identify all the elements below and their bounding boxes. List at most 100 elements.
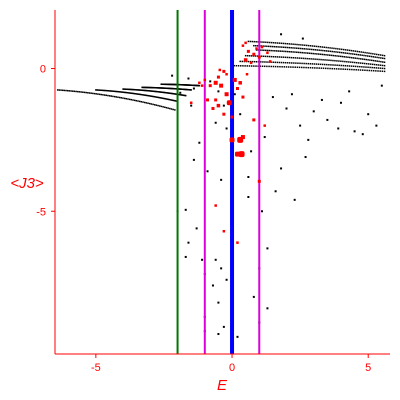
black-point <box>346 49 349 51</box>
black-point <box>105 94 107 97</box>
black-point <box>255 49 258 51</box>
black-point <box>338 68 340 70</box>
black-point <box>158 96 160 99</box>
black-point <box>264 61 266 63</box>
black-point <box>317 53 320 55</box>
black-point <box>127 92 130 94</box>
black-point <box>366 52 368 54</box>
black-point <box>122 88 124 90</box>
black-point <box>267 41 269 44</box>
black-point <box>283 50 285 53</box>
black-point <box>201 258 204 261</box>
red-point <box>243 58 248 62</box>
black-point <box>145 102 148 104</box>
black-point <box>328 64 330 66</box>
black-point <box>252 295 255 298</box>
black-point <box>268 49 271 52</box>
black-point <box>72 90 74 92</box>
black-point <box>348 65 351 67</box>
black-point <box>300 44 302 46</box>
black-point <box>305 62 307 65</box>
red-point <box>244 41 247 45</box>
black-point <box>344 49 347 51</box>
black-point <box>344 64 347 67</box>
black-point <box>169 107 171 110</box>
black-point <box>259 65 262 67</box>
black-point <box>270 55 273 58</box>
black-point <box>142 89 145 92</box>
black-point <box>133 88 136 91</box>
black-point <box>357 53 360 56</box>
black-point <box>354 57 357 59</box>
black-point <box>124 88 126 90</box>
black-point <box>364 69 366 72</box>
red-point <box>213 80 218 85</box>
black-point <box>247 60 250 63</box>
black-point <box>335 51 337 53</box>
black-point <box>307 48 309 50</box>
black-point <box>251 40 254 43</box>
red-point <box>238 81 242 85</box>
black-point <box>277 50 280 52</box>
black-point <box>363 58 366 61</box>
black-point <box>354 50 357 52</box>
red-point <box>208 84 212 88</box>
black-point <box>381 70 384 72</box>
black-point <box>372 53 374 55</box>
black-point <box>250 55 253 57</box>
black-point <box>361 66 363 68</box>
black-point <box>372 56 375 58</box>
black-point <box>330 54 333 57</box>
red-point <box>241 95 245 99</box>
black-point <box>112 90 115 92</box>
black-point <box>307 52 309 54</box>
black-point <box>143 101 146 104</box>
black-point <box>255 65 257 67</box>
black-point <box>157 91 159 93</box>
black-point <box>152 95 154 98</box>
black-point <box>138 89 140 91</box>
black-point <box>184 208 187 211</box>
y-tick-label: 0 <box>40 64 46 76</box>
black-point <box>266 55 269 58</box>
black-point <box>263 136 266 139</box>
black-point <box>319 53 322 56</box>
black-point <box>152 90 155 93</box>
black-point <box>266 61 268 63</box>
black-point <box>323 46 325 48</box>
black-point <box>379 70 381 72</box>
black-point <box>375 67 378 69</box>
black-point <box>321 53 324 56</box>
black-point <box>308 58 310 60</box>
black-point <box>125 91 127 94</box>
black-point <box>356 50 359 53</box>
black-point <box>342 64 345 67</box>
black-band-1 <box>95 89 179 103</box>
black-point <box>294 66 296 68</box>
black-point <box>141 94 144 96</box>
black-point <box>299 47 302 50</box>
black-point <box>371 66 373 69</box>
black-point <box>322 49 324 52</box>
black-point <box>269 41 271 44</box>
black-point <box>285 66 288 68</box>
black-point <box>275 46 277 48</box>
black-point <box>314 53 316 55</box>
black-point <box>340 60 342 62</box>
black-point <box>338 55 340 57</box>
black-point <box>301 62 303 65</box>
black-point <box>125 88 127 90</box>
black-point <box>168 98 171 101</box>
black-point <box>115 96 118 98</box>
black-point <box>163 97 166 100</box>
black-point <box>250 65 253 67</box>
black-point <box>142 94 145 96</box>
black-point <box>363 66 365 68</box>
black-point <box>268 55 271 58</box>
black-point <box>329 50 332 53</box>
black-point <box>125 97 128 100</box>
black-point <box>362 51 364 54</box>
black-point <box>329 47 331 49</box>
black-point <box>367 63 370 65</box>
black-point <box>174 109 176 111</box>
